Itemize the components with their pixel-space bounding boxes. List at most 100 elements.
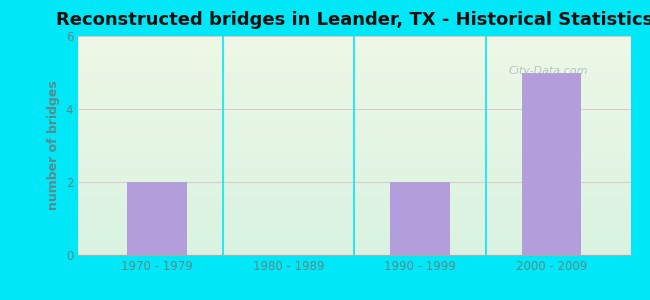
Bar (78, 69, 630, 71)
Bar (78, 75, 630, 78)
Bar (78, 106, 630, 108)
Bar (78, 71, 630, 73)
Bar (78, 146, 630, 148)
Bar (78, 67, 630, 69)
Bar (78, 124, 630, 126)
Bar (78, 73, 630, 75)
Bar (78, 152, 630, 154)
Bar (78, 157, 630, 159)
Bar (78, 78, 630, 80)
Bar (78, 62, 630, 64)
Bar (78, 196, 630, 198)
Bar (78, 154, 630, 156)
Bar (78, 64, 630, 67)
Bar (78, 126, 630, 128)
Bar (78, 91, 630, 93)
Bar (78, 119, 630, 122)
Bar (78, 161, 630, 163)
Bar (78, 88, 630, 91)
Bar (78, 163, 630, 165)
Bar (78, 137, 630, 139)
Bar (78, 110, 630, 112)
Bar (78, 122, 630, 124)
Bar (78, 194, 630, 196)
Bar (78, 150, 630, 152)
Bar (78, 244, 630, 246)
Bar (78, 45, 630, 47)
Bar (78, 130, 630, 132)
Bar (78, 183, 630, 185)
Bar (78, 246, 630, 248)
Bar (78, 104, 630, 106)
Bar (78, 60, 630, 62)
Bar (78, 86, 630, 88)
Bar (78, 189, 630, 191)
Bar (78, 207, 630, 209)
Bar (78, 191, 630, 194)
Bar (78, 128, 630, 130)
Bar (78, 141, 630, 143)
Bar (78, 102, 630, 104)
Bar (78, 40, 630, 43)
Bar (78, 178, 630, 181)
Bar (78, 242, 630, 244)
Bar (78, 49, 630, 51)
Bar (78, 231, 630, 233)
Bar (78, 218, 630, 220)
Bar (127, 182, 187, 255)
Bar (78, 117, 630, 119)
Bar (78, 56, 630, 58)
Bar (78, 187, 630, 189)
Bar (78, 250, 630, 253)
Title: Reconstructed bridges in Leander, TX - Historical Statistics: Reconstructed bridges in Leander, TX - H… (56, 11, 650, 29)
Bar (78, 148, 630, 150)
Bar (78, 95, 630, 97)
Bar (78, 38, 630, 40)
Bar (78, 169, 630, 172)
Bar (78, 82, 630, 84)
Bar (78, 200, 630, 202)
Bar (78, 240, 630, 242)
Bar (78, 172, 630, 174)
Bar (78, 115, 630, 117)
Bar (391, 182, 450, 255)
Bar (78, 84, 630, 86)
Bar (78, 47, 630, 49)
Bar (78, 205, 630, 207)
Bar (78, 198, 630, 200)
Bar (78, 93, 630, 95)
Bar (78, 165, 630, 167)
Bar (78, 167, 630, 169)
Bar (78, 185, 630, 187)
Bar (78, 80, 630, 82)
Bar (78, 248, 630, 250)
Bar (78, 235, 630, 238)
Bar (78, 43, 630, 45)
Y-axis label: number of bridges: number of bridges (47, 81, 60, 210)
Bar (78, 36, 630, 38)
Bar (78, 226, 630, 229)
Bar (78, 220, 630, 222)
Bar (78, 112, 630, 115)
Bar (78, 216, 630, 218)
Bar (78, 132, 630, 134)
Bar (78, 174, 630, 176)
Bar (78, 253, 630, 255)
Bar (78, 211, 630, 213)
Bar (78, 229, 630, 231)
Bar (78, 97, 630, 100)
Bar (78, 134, 630, 137)
Bar (78, 224, 630, 226)
Bar (78, 53, 630, 56)
Bar (78, 209, 630, 211)
Bar (78, 233, 630, 235)
Bar (78, 58, 630, 60)
Bar (78, 202, 630, 205)
Bar (78, 181, 630, 183)
Bar (78, 100, 630, 102)
Bar (78, 176, 630, 178)
Bar (78, 143, 630, 146)
Bar (522, 73, 581, 255)
Bar (78, 159, 630, 161)
Bar (78, 108, 630, 110)
